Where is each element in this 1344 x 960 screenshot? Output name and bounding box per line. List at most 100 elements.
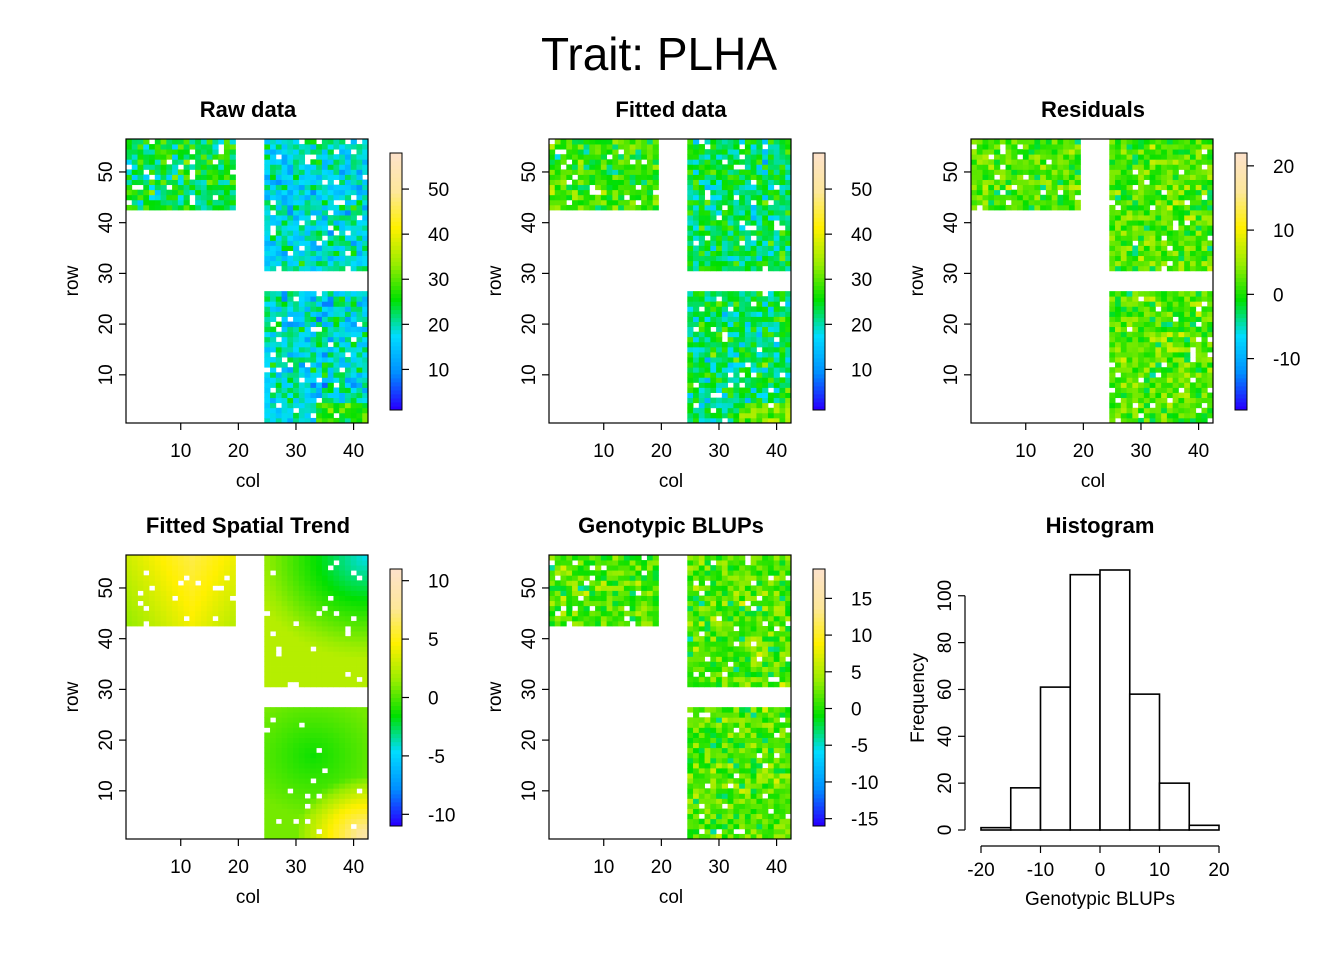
heatmap-cell [137,565,144,571]
heatmap-cell [779,382,786,388]
heatmap-cell [327,372,334,378]
heatmap-cell [1184,387,1191,393]
heatmap-cell [304,732,311,738]
heatmap-cell [687,362,694,368]
heatmap-cell [1040,184,1047,191]
heatmap-cell [767,296,775,302]
heatmap-cell [1045,154,1053,160]
heatmap-cell [160,179,167,186]
heatmap-cell [195,159,202,165]
heatmap-cell [744,316,752,322]
colorbar-segment [1235,385,1247,391]
heatmap-cell [572,595,579,602]
heatmap-cell [652,144,659,150]
heatmap-cell [1115,316,1122,322]
heatmap-cell [1022,189,1030,196]
heatmap-cell [344,149,352,155]
colorbar-segment [813,157,825,162]
heatmap-cell [1149,301,1156,307]
colorbar-tick-label: 10 [428,572,449,593]
heatmap-cell [287,341,294,348]
heatmap-cell [750,245,757,251]
heatmap-cell [281,717,288,723]
colorbar-segment [813,269,825,274]
heatmap-cell [304,204,311,211]
heatmap-cell [131,605,138,612]
heatmap-cell [1132,179,1139,186]
heatmap-cell [333,585,340,591]
colorbar-segment [1235,157,1247,162]
heatmap-cell [994,159,1001,165]
colorbar-segment [390,781,402,787]
heatmap-cell [1109,245,1116,251]
colorbar-segment [390,685,402,690]
heatmap-cell [321,778,329,784]
heatmap-cell [327,352,334,358]
heatmap-cell [310,818,317,825]
heatmap-cell [982,139,989,145]
heatmap-cell [549,580,556,586]
heatmap-cell [321,387,329,393]
heatmap-cell [1068,169,1076,175]
heatmap-cell [321,742,329,749]
colorbar-segment [813,361,825,367]
heatmap-cell [577,189,584,196]
heatmap-cell [773,382,780,388]
heatmap-cell [687,189,694,196]
heatmap-cell [693,199,700,206]
colorbar-segment [390,737,402,743]
heatmap-cell [304,717,311,723]
heatmap-cell [287,808,294,815]
heatmap-cell [750,220,757,226]
heatmap-cell [727,164,734,170]
heatmap-cell [750,240,757,246]
heatmap-cell [206,179,213,186]
heatmap-cell [281,626,288,632]
heatmap-cell [744,210,752,216]
heatmap-cell [560,620,567,627]
heatmap-cell [606,139,613,145]
plot-frame [125,554,369,840]
heatmap-cell [779,154,786,160]
colorbar-segment [390,269,402,274]
heatmap-cell [1057,194,1064,201]
heatmap-cell [710,417,717,424]
heatmap-cell [1017,159,1024,165]
heatmap-cell [600,139,608,145]
heatmap-cell [549,159,556,165]
heatmap-cell [1189,301,1197,307]
heatmap-cell [1011,164,1018,170]
heatmap-cell [126,565,133,571]
heatmap-cell [693,362,700,368]
heatmap-cell [744,407,752,414]
heatmap-cell [1126,240,1133,246]
heatmap-cell [1155,159,1162,165]
heatmap-cell [1195,372,1202,378]
heatmap-cell [362,215,369,221]
heatmap-cell [281,377,288,383]
heatmap-cell [971,139,978,145]
colorbar-segment [390,681,402,686]
heatmap-cell [339,139,346,145]
heatmap-cell [1149,417,1156,424]
heatmap-cell [767,326,775,333]
heatmap-cell [704,220,711,226]
heatmap-cell [1028,174,1035,180]
colorbar-segment [390,297,402,303]
heatmap-cell [739,357,746,363]
heatmap-cell [595,204,602,211]
heatmap-cell [344,189,352,196]
heatmap-cell [344,225,352,231]
heatmap-cell [281,722,288,728]
heatmap-cell [321,585,329,591]
heatmap-cell [304,357,311,363]
heatmap-cell [344,387,352,393]
heatmap-cell [1207,154,1214,160]
heatmap-cell [612,184,619,191]
heatmap-cell [298,676,306,683]
heatmap-cell [362,407,369,414]
heatmap-cell [1207,169,1214,175]
heatmap-cell [316,357,323,363]
heatmap-cell [172,179,179,186]
heatmap-cell [572,204,579,211]
